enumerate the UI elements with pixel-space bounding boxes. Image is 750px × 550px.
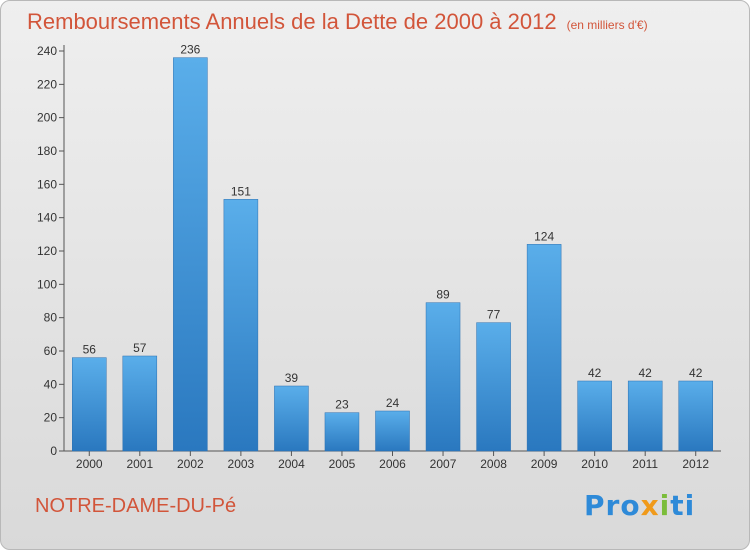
bar-value-label: 23 [335, 398, 349, 412]
bar-value-label: 24 [386, 396, 400, 410]
x-tick-label: 2003 [228, 457, 255, 471]
x-tick-label: 2010 [581, 457, 608, 471]
bar-2012 [678, 380, 713, 452]
y-tick-label: 0 [50, 444, 57, 458]
bar-2004 [274, 385, 309, 452]
x-tick-label: 2000 [76, 457, 103, 471]
bar-value-label: 77 [487, 308, 501, 322]
bar-value-label: 236 [180, 43, 200, 57]
chart-axes: 0 20 40 60 80 100 120 140 160 180 200 220 240 2000 200… [37, 44, 721, 471]
x-tick-label: 2004 [278, 457, 305, 471]
chart-bars: 56 57 236 151 39 23 24 89 77 124 42 42 42 [72, 43, 713, 452]
bar-2005 [324, 412, 360, 452]
proxiti-logo: Proxiti [584, 489, 696, 522]
x-tick-label: 2011 [632, 457, 658, 471]
y-tick-label: 180 [37, 144, 57, 158]
y-tick-label: 80 [44, 311, 58, 325]
bar-value-label: 57 [133, 341, 147, 355]
y-tick-label: 220 [37, 77, 57, 91]
bar-2007 [425, 302, 461, 452]
y-tick-label: 120 [37, 244, 57, 258]
bar-2008 [476, 322, 511, 452]
y-tick-label: 60 [44, 344, 58, 358]
bar-2009 [526, 244, 562, 452]
bar-value-label: 124 [534, 229, 554, 243]
bar-value-label: 151 [231, 184, 251, 198]
x-tick-label: 2006 [379, 457, 406, 471]
x-tick-label: 2002 [177, 457, 204, 471]
chart-title: Remboursements Annuels de la Dette de 20… [27, 9, 648, 35]
bar-2006 [375, 410, 410, 452]
bar-value-label: 89 [436, 288, 450, 302]
bar-value-label: 56 [83, 343, 97, 357]
x-tick-label: 2008 [480, 457, 507, 471]
bar-2000 [72, 357, 107, 452]
bar-2001 [122, 355, 158, 452]
y-tick-label: 240 [37, 44, 57, 58]
y-tick-label: 40 [44, 377, 58, 391]
bar-value-label: 42 [689, 366, 703, 380]
x-tick-label: 2001 [126, 457, 153, 471]
x-tick-label: 2012 [682, 457, 709, 471]
x-tick-label: 2009 [531, 457, 558, 471]
bar-value-label: 39 [285, 371, 299, 385]
x-tick-label: 2005 [329, 457, 356, 471]
bar-value-label: 42 [588, 366, 602, 380]
x-tick-label: 2007 [430, 457, 457, 471]
bar-value-label: 42 [639, 366, 653, 380]
bar-2002 [173, 57, 208, 452]
bar-2011 [627, 380, 663, 452]
y-tick-label: 100 [37, 277, 57, 291]
city-name: NOTRE-DAME-DU-Pé [35, 495, 237, 517]
bar-2010 [577, 380, 612, 452]
chart-title-text: Remboursements Annuels de la Dette de 20… [27, 9, 557, 34]
y-tick-label: 140 [37, 211, 57, 225]
y-tick-label: 20 [44, 411, 58, 425]
bar-2003 [223, 199, 259, 452]
y-tick-label: 200 [37, 111, 57, 125]
unit-note: (en milliers d'€) [566, 18, 648, 32]
y-tick-label: 160 [37, 177, 57, 191]
